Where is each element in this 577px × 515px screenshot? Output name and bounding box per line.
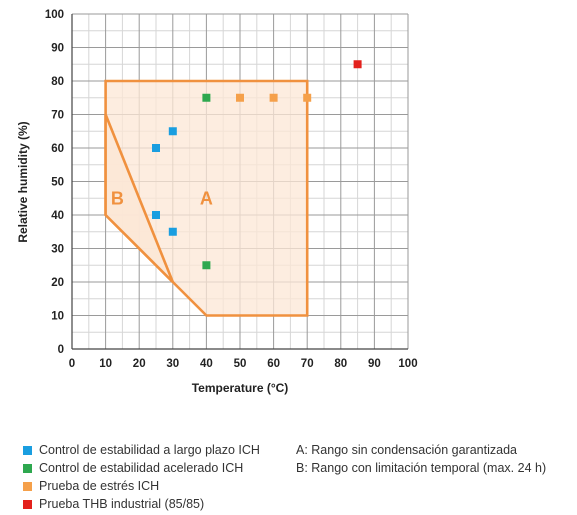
regions: AB [104,79,309,317]
data-point [168,127,177,136]
x-tick-label: 50 [234,358,247,370]
x-axis-title: Temperature (°C) [192,381,289,395]
x-tick-label: 30 [166,358,179,370]
x-tick-label: 0 [69,358,75,370]
data-point [236,93,244,102]
tick-labels: 0 10 20 30 40 50 60 70 80 90 100 0 10 20 30 40 50 60 70 80 9… [45,9,418,370]
region-legend-b: B: Rango con limitación temporal (max. 2… [296,459,546,477]
region-legend-a: A: Rango sin condensación garantizada [296,441,546,459]
legend-item-long-term: Control de estabilidad a largo plazo ICH [23,441,260,459]
x-tick-label: 40 [200,358,213,370]
legend-label: Control de estabilidad acelerado ICH [39,461,244,475]
series-legend: Control de estabilidad a largo plazo ICH… [23,441,260,513]
legend-label: Prueba THB industrial (85/85) [39,497,205,511]
y-tick-label: 50 [51,177,64,189]
x-tick-label: 70 [301,358,314,370]
data-point [202,261,211,270]
legend-swatch [23,445,32,455]
region-legend-label: B: Rango con limitación temporal (max. 2… [296,461,547,475]
legend-item-thb: Prueba THB industrial (85/85) [23,495,260,513]
data-points [152,60,362,270]
x-tick-label: 10 [99,358,112,370]
legend-swatch [23,481,32,491]
data-point [168,227,177,236]
region-legend: A: Rango sin condensación garantizada B:… [296,441,546,477]
region-legend-label: A: Rango sin condensación garantizada [296,443,517,457]
legend-swatch [23,499,32,509]
data-point [303,93,312,102]
y-tick-label: 20 [51,277,64,289]
data-point [353,60,362,69]
legend-label: Control de estabilidad a largo plazo ICH [39,443,260,457]
x-tick-label: 60 [267,358,280,370]
legend-label: Prueba de estrés ICH [39,479,160,493]
x-tick-label: 90 [368,358,381,370]
y-tick-label: 0 [58,344,64,356]
y-tick-label: 40 [51,210,64,222]
data-point [202,93,211,102]
legend-item-accelerated: Control de estabilidad acelerado ICH [23,459,260,477]
region-label-b: B [111,188,124,208]
y-tick-label: 30 [51,244,64,256]
y-tick-label: 10 [51,311,64,323]
x-tick-label: 100 [398,358,417,370]
y-tick-label: 100 [45,9,64,21]
legend-item-stress: Prueba de estrés ICH [23,477,260,495]
y-tick-label: 90 [51,43,64,55]
legend-swatch [23,463,32,473]
region-b [104,114,175,283]
data-point [269,93,278,102]
x-tick-label: 20 [133,358,146,370]
y-tick-label: 60 [51,143,64,155]
y-axis-title: Relative humidity (%) [16,121,30,242]
data-point [152,211,160,219]
y-tick-label: 80 [51,76,64,88]
data-point [152,144,160,152]
y-tick-label: 70 [51,110,64,122]
x-tick-label: 80 [334,358,347,370]
region-label-a: A [200,188,213,208]
